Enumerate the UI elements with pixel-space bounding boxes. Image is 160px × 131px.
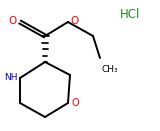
Text: O: O xyxy=(70,16,78,26)
Text: HCl: HCl xyxy=(120,9,140,21)
Text: O: O xyxy=(72,98,80,108)
Text: NH: NH xyxy=(4,73,18,83)
Text: CH₃: CH₃ xyxy=(101,65,118,74)
Text: O: O xyxy=(9,16,17,26)
